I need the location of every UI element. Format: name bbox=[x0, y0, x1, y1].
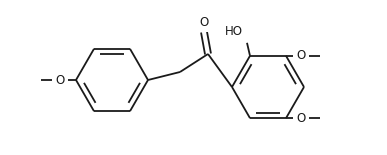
Text: O: O bbox=[296, 49, 306, 62]
Text: O: O bbox=[55, 73, 65, 86]
Text: HO: HO bbox=[225, 25, 243, 38]
Text: O: O bbox=[199, 16, 209, 29]
Text: O: O bbox=[296, 112, 306, 125]
